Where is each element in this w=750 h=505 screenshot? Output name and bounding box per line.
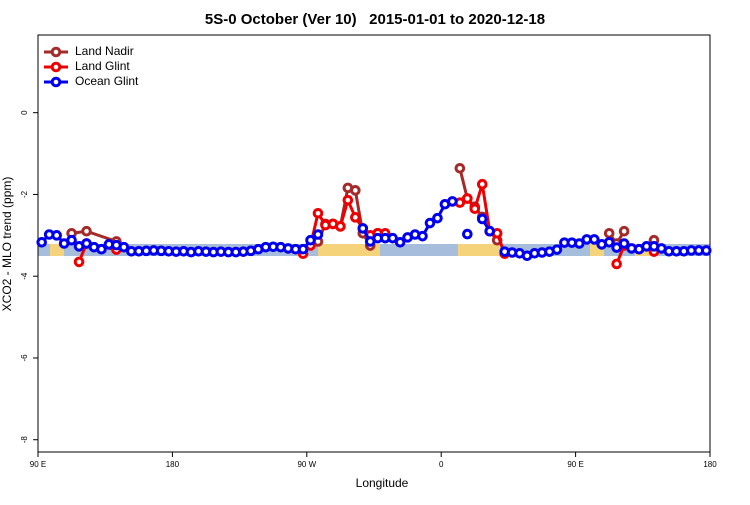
data-point <box>417 230 428 242</box>
y-tick-label: -6 <box>20 354 29 362</box>
legend-label: Land Glint <box>75 59 130 73</box>
data-point <box>603 236 615 248</box>
x-tick-label: 90 E <box>30 460 46 469</box>
data-point <box>350 185 361 196</box>
x-axis-label: Longitude <box>356 476 409 490</box>
data-point <box>454 162 466 174</box>
data-point <box>588 234 600 245</box>
x-tick-label: 180 <box>166 460 180 469</box>
data-point <box>118 241 130 253</box>
data-point <box>394 236 406 248</box>
x-tick-label: 0 <box>439 460 444 469</box>
land-strip <box>318 244 380 256</box>
data-point <box>66 234 77 246</box>
data-point <box>96 243 107 255</box>
legend-marker <box>50 46 62 58</box>
data-point <box>603 227 615 239</box>
legend-marker <box>50 76 62 88</box>
data-point <box>387 232 398 244</box>
data-point <box>305 234 316 246</box>
y-tick-label: -2 <box>20 190 29 198</box>
data-point <box>297 243 309 255</box>
y-tick-label: -4 <box>20 272 29 280</box>
legend-label: Land Nadir <box>75 44 134 58</box>
x-tick-label: 180 <box>703 460 717 469</box>
data-point <box>424 217 436 229</box>
data-point <box>462 193 473 204</box>
y-tick-label: -8 <box>20 436 29 444</box>
data-point <box>312 229 324 240</box>
data-point <box>484 225 496 237</box>
data-point <box>312 207 324 219</box>
data-point <box>611 242 622 253</box>
data-point <box>342 194 354 206</box>
data-point <box>432 212 443 224</box>
data-point <box>357 223 369 234</box>
data-point <box>447 196 458 207</box>
data-point <box>36 236 48 248</box>
data-point <box>81 225 92 237</box>
data-point <box>335 221 346 232</box>
data-point <box>551 244 563 255</box>
data-point <box>700 245 712 256</box>
data-point <box>476 178 488 190</box>
x-tick-label: 90 E <box>567 460 583 469</box>
chart-title: 5S-0 October (Ver 10) 2015-01-01 to 2020… <box>205 11 545 28</box>
data-point <box>51 230 62 241</box>
land-strip <box>458 244 500 256</box>
x-tick-label: 90 W <box>297 460 316 469</box>
data-point <box>469 203 481 215</box>
data-point <box>350 212 361 223</box>
data-point <box>73 256 85 268</box>
data-point <box>618 238 630 249</box>
data-point <box>476 213 488 225</box>
data-point <box>574 238 585 249</box>
data-point <box>611 258 622 270</box>
legend-marker <box>50 61 62 73</box>
y-axis-label: XCO2 - MLO trend (ppm) <box>0 177 14 312</box>
legend-label: Ocean Glint <box>75 74 139 88</box>
data-point <box>618 225 630 237</box>
y-tick-label: 0 <box>20 110 29 115</box>
data-point <box>462 228 473 240</box>
